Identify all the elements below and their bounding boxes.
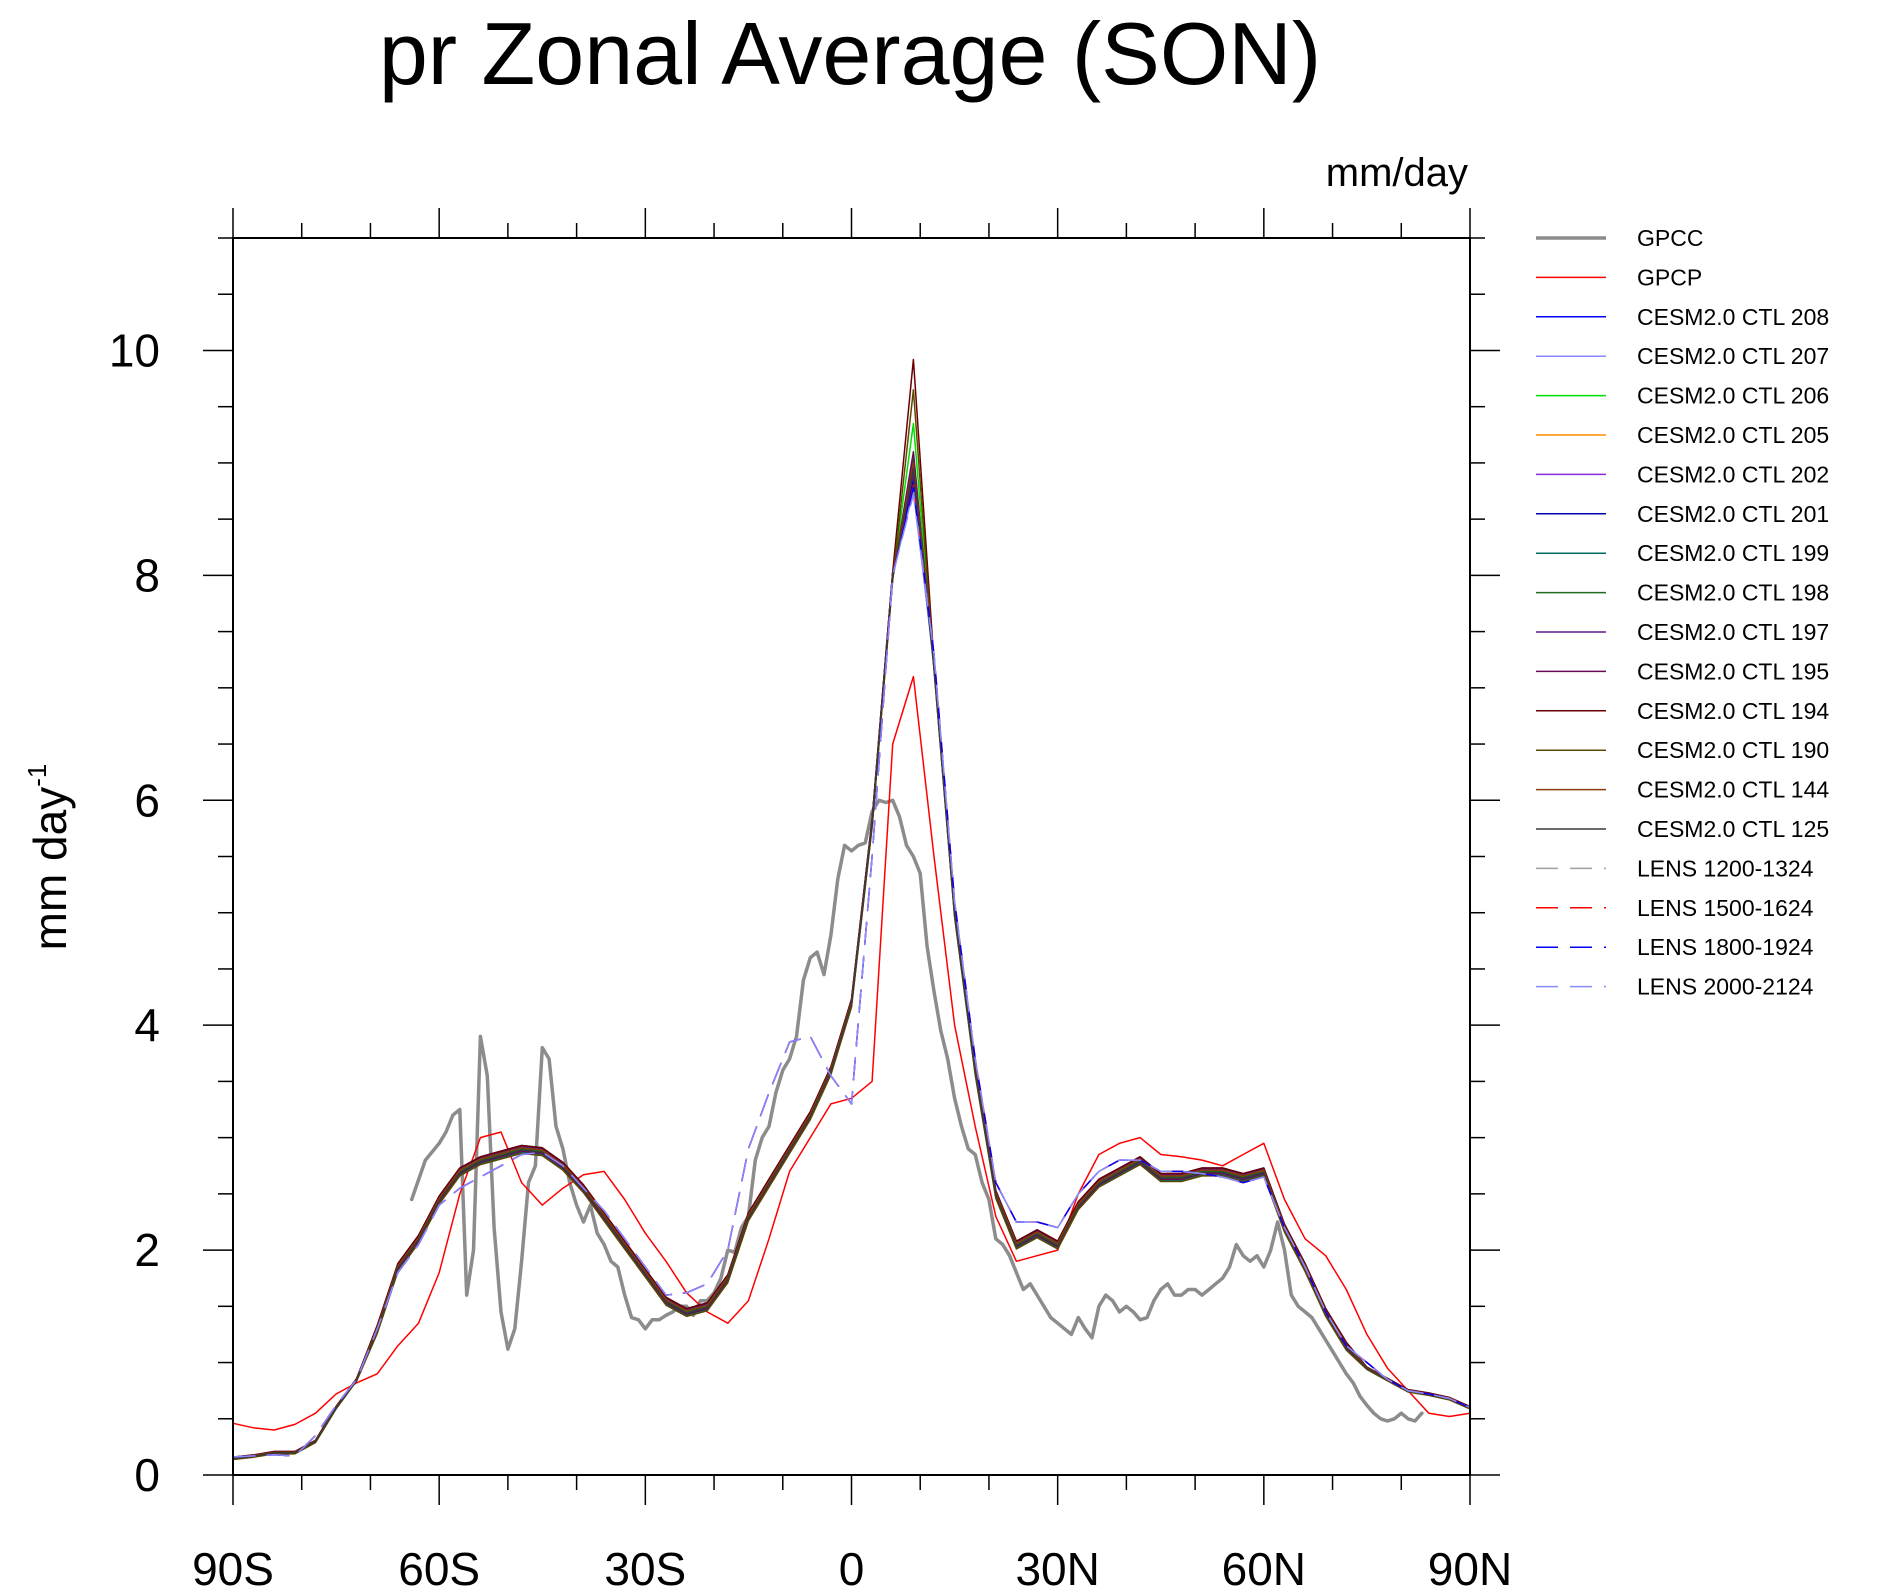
legend-label: CESM2.0 CTL 190	[1637, 737, 1829, 763]
series-line-gpcc	[409, 798, 1424, 1423]
y-tick-label: 8	[134, 549, 160, 601]
y-tick-label: 4	[134, 999, 160, 1051]
x-tick-label: 30S	[604, 1543, 686, 1595]
legend-label: CESM2.0 CTL 197	[1637, 619, 1829, 645]
legend-label: CESM2.0 CTL 201	[1637, 501, 1829, 527]
tick-labels: 90S 60S 30S 0 30N 60N 90N 0 2 4 6 8 10	[109, 324, 1512, 1595]
series-line-cesm2-0-ctl-144	[232, 462, 1471, 1459]
y-axis-label-exponent: -1	[22, 764, 52, 787]
series-line-cesm2-0-ctl-197	[232, 473, 1471, 1459]
legend-label: GPCP	[1637, 264, 1702, 290]
y-tick-label: 2	[134, 1224, 160, 1276]
series-line-cesm2-0-ctl-205	[232, 473, 1471, 1459]
units-label: mm/day	[1325, 151, 1468, 195]
series-line-lens-1200-1324	[232, 490, 1471, 1458]
legend-label: LENS 2000-2124	[1637, 974, 1814, 1000]
legend-label: GPCC	[1637, 225, 1703, 251]
y-axis-label: mm day-1	[22, 764, 76, 951]
series-line-gpcp	[232, 675, 1471, 1431]
series-line-cesm2-0-ctl-206	[232, 422, 1471, 1460]
series-line-cesm2-0-ctl-208	[232, 484, 1471, 1459]
x-tick-label: 0	[839, 1543, 865, 1595]
series-line-cesm2-0-ctl-194	[232, 358, 1471, 1458]
legend-label: LENS 1800-1924	[1637, 934, 1814, 960]
legend-label: CESM2.0 CTL 199	[1637, 540, 1829, 566]
series-line-cesm2-0-ctl-202	[232, 462, 1471, 1460]
series-line-cesm2-0-ctl-190	[232, 389, 1471, 1461]
plot-frame	[232, 237, 1471, 1476]
y-tick-label: 10	[109, 324, 160, 376]
legend-label: CESM2.0 CTL 206	[1637, 383, 1829, 409]
legend-label: CESM2.0 CTL 198	[1637, 580, 1829, 606]
x-tick-label: 90N	[1428, 1543, 1512, 1595]
x-tick-label: 60S	[398, 1543, 480, 1595]
y-tick-label: 0	[134, 1449, 160, 1501]
legend-label: CESM2.0 CTL 207	[1637, 343, 1829, 369]
series-line-cesm2-0-ctl-199	[232, 467, 1471, 1460]
y-tick-label: 6	[134, 774, 160, 826]
axis-ticks	[203, 208, 1500, 1505]
legend-label: CESM2.0 CTL 194	[1637, 698, 1829, 724]
legend-label: CESM2.0 CTL 144	[1637, 777, 1829, 803]
legend-label: CESM2.0 CTL 208	[1637, 304, 1829, 330]
series-line-lens-1800-1924	[232, 486, 1471, 1458]
legend-label: LENS 1200-1324	[1637, 855, 1814, 881]
legend: GPCC GPCP CESM2.0 CTL 208 CESM2.0 CTL 207 CE…	[1536, 225, 1829, 1000]
legend-label: CESM2.0 CTL 125	[1637, 816, 1829, 842]
legend-label: CESM2.0 CTL 202	[1637, 461, 1829, 487]
series-line-lens-2000-2124	[232, 493, 1471, 1458]
series-line-lens-1500-1624	[232, 484, 1471, 1458]
series-line-cesm2-0-ctl-201	[232, 479, 1471, 1458]
x-tick-label: 30N	[1015, 1543, 1099, 1595]
legend-label: LENS 1500-1624	[1637, 895, 1814, 921]
series-line-cesm2-0-ctl-125	[232, 467, 1471, 1460]
legend-label: CESM2.0 CTL 205	[1637, 422, 1829, 448]
x-tick-label: 90S	[192, 1543, 274, 1595]
series-line-cesm2-0-ctl-207	[232, 490, 1471, 1459]
y-axis-label-main: mm day	[24, 787, 76, 951]
series-line-cesm2-0-ctl-198	[232, 456, 1471, 1459]
legend-label: CESM2.0 CTL 195	[1637, 658, 1829, 684]
x-tick-label: 60N	[1222, 1543, 1306, 1595]
series-lines	[232, 358, 1471, 1461]
chart-title: pr Zonal Average (SON)	[378, 4, 1322, 103]
series-line-cesm2-0-ctl-195	[232, 450, 1471, 1460]
